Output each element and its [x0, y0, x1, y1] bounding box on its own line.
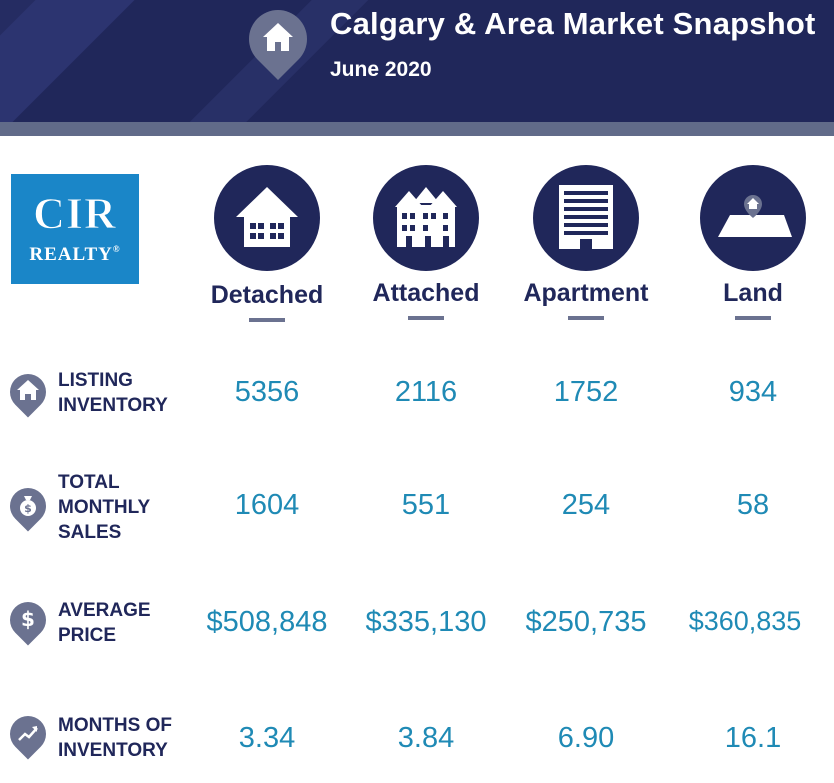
row-label-average-price: AVERAGE PRICE — [58, 598, 151, 648]
header-band — [0, 122, 834, 136]
page-subtitle: June 2020 — [330, 58, 432, 81]
value-cell: $335,130 — [365, 606, 487, 638]
value-cell: $508,848 — [206, 606, 328, 638]
value-cell: 254 — [561, 489, 611, 521]
home-icon — [263, 23, 293, 51]
category-label: Apartment — [523, 279, 649, 307]
cir-realty-logo: CIR REALTY® — [11, 174, 139, 284]
logo-text-realty: REALTY® — [11, 244, 139, 266]
value-cell: $250,735 — [525, 606, 647, 638]
detached-circle — [214, 165, 320, 271]
category-detached: Detached — [187, 165, 347, 322]
category-label: Detached — [210, 281, 324, 309]
value-cell: 551 — [401, 489, 451, 521]
row-label-line: TOTAL — [58, 472, 120, 493]
value-cell: 1604 — [234, 489, 300, 521]
dollar-icon: $ — [21, 607, 35, 631]
apartment-circle — [533, 165, 639, 271]
money-bag-icon: $ — [20, 496, 36, 516]
home-icon — [17, 380, 39, 400]
land-plot-icon — [718, 195, 792, 237]
attached-circle — [373, 165, 479, 271]
value-cell: 3.34 — [238, 722, 296, 754]
svg-text:$: $ — [21, 607, 35, 631]
category-land: Land — [673, 165, 833, 320]
apartment-building-icon — [559, 185, 613, 249]
row-label-line: PRICE — [58, 625, 117, 646]
header-banner — [0, 0, 834, 122]
category-underline — [735, 316, 771, 320]
svg-text:$: $ — [24, 502, 32, 515]
row-label-line: SALES — [58, 522, 122, 543]
category-apartment: Apartment — [506, 165, 666, 320]
row-label-line: INVENTORY — [58, 395, 168, 416]
value-cell: 58 — [736, 489, 770, 521]
page-title: Calgary & Area Market Snapshot — [330, 6, 816, 41]
land-circle — [700, 165, 806, 271]
category-label: Attached — [372, 279, 480, 307]
logo-registered-mark: ® — [112, 244, 121, 254]
row-label-months-of-inventory: MONTHS OF INVENTORY — [58, 713, 172, 763]
value-cell: 16.1 — [724, 722, 782, 754]
row-label-line: MONTHLY — [58, 497, 151, 518]
category-underline — [249, 318, 285, 322]
value-cell: 6.90 — [557, 722, 615, 754]
attached-house-icon — [395, 187, 457, 247]
row-label-line: AVERAGE — [58, 600, 151, 621]
value-cell: 1752 — [553, 376, 619, 408]
category-underline — [568, 316, 604, 320]
detached-house-icon — [236, 187, 298, 247]
trend-up-icon — [18, 726, 38, 741]
value-cell: 2116 — [394, 376, 458, 408]
category-label: Land — [723, 279, 783, 307]
row-label-total-monthly-sales: TOTAL MONTHLY SALES — [58, 470, 150, 545]
value-cell: 934 — [728, 376, 778, 408]
logo-text-cir: CIR — [33, 189, 117, 239]
value-cell: 3.84 — [397, 722, 455, 754]
category-underline — [408, 316, 444, 320]
logo-realty-word: REALTY — [29, 244, 113, 265]
category-attached: Attached — [346, 165, 506, 320]
value-cell: 5356 — [234, 376, 300, 408]
row-label-line: MONTHS OF — [58, 715, 172, 736]
header-decor-stripe — [0, 0, 186, 122]
value-cell: $360,835 — [688, 606, 802, 636]
row-label-line: LISTING — [58, 370, 133, 391]
row-label-listing-inventory: LISTING INVENTORY — [58, 368, 168, 418]
row-label-line: INVENTORY — [58, 740, 168, 761]
